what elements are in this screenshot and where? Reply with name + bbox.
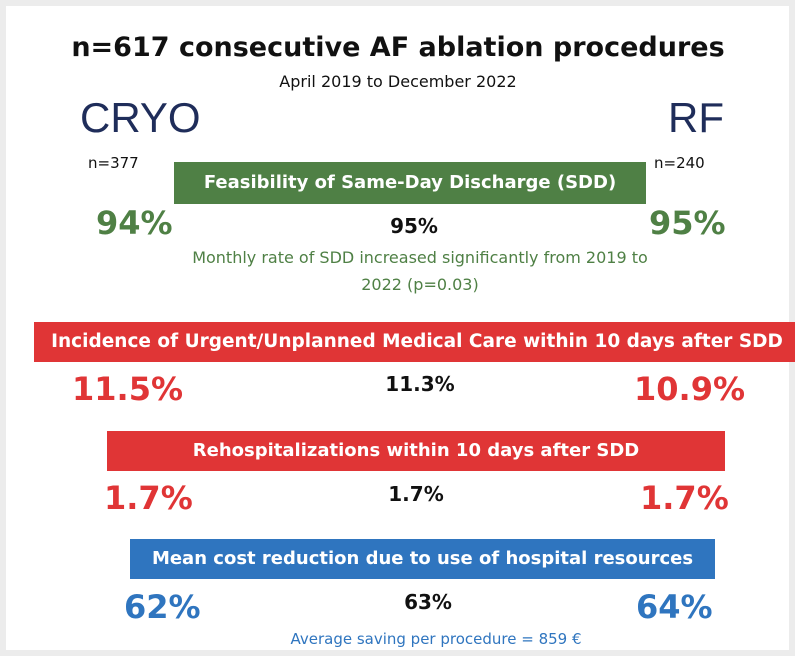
cryo-count: n=377 <box>88 154 139 172</box>
cost-rf-value: 64% <box>636 588 713 626</box>
main-title: n=617 consecutive AF ablation procedures <box>71 32 725 63</box>
cost-note: Average saving per procedure = 859 € <box>290 630 582 648</box>
cost-overall-value: 63% <box>404 590 452 614</box>
sdd-rf-value: 95% <box>649 204 726 242</box>
urgent-overall-value: 11.3% <box>385 372 455 396</box>
cost-cryo-value: 62% <box>124 588 201 626</box>
sdd-cryo-value: 94% <box>96 204 173 242</box>
sdd-note: Monthly rate of SDD increased significan… <box>192 248 648 294</box>
sdd-banner: Feasibility of Same-Day Discharge (SDD) <box>174 162 646 204</box>
cost-banner: Mean cost reduction due to use of hospit… <box>130 539 715 579</box>
rf-label: RF <box>668 94 724 141</box>
rehosp-rf-value: 1.7% <box>640 479 729 517</box>
urgent-rf-value: 10.9% <box>634 370 746 408</box>
urgent-care-banner: Incidence of Urgent/Unplanned Medical Ca… <box>34 322 795 362</box>
rehosp-overall-value: 1.7% <box>388 482 444 506</box>
cryo-label: CRYO <box>80 94 201 141</box>
date-range: April 2019 to December 2022 <box>279 72 517 91</box>
rehosp-cryo-value: 1.7% <box>104 479 193 517</box>
rehospitalization-banner: Rehospitalizations within 10 days after … <box>107 431 725 471</box>
sdd-overall-value: 95% <box>390 214 438 238</box>
infographic-card: n=617 consecutive AF ablation procedures… <box>6 6 795 650</box>
rf-count: n=240 <box>654 154 705 172</box>
urgent-cryo-value: 11.5% <box>72 370 184 408</box>
